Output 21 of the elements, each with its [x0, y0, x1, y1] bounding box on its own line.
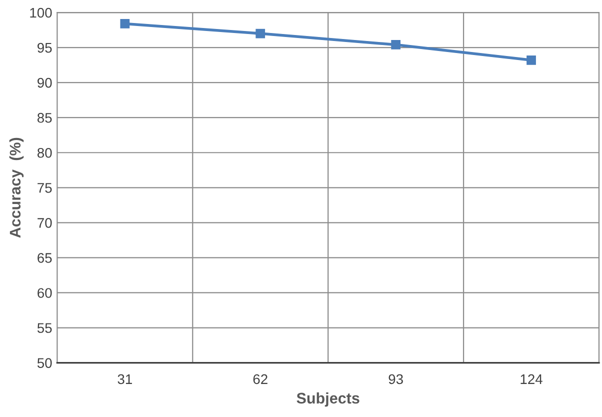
y-tick-label: 90 [38, 78, 52, 88]
y-tick-label: 55 [37, 323, 52, 333]
y-tick-label: 80 [37, 148, 52, 158]
point [120, 19, 130, 28]
y-axis-title: Accuracy (%) [9, 138, 24, 238]
x-tick-label: 124 [520, 374, 542, 384]
point [391, 40, 400, 50]
x-axis-title: Subjects [296, 392, 360, 407]
x-tick-label: 62 [253, 374, 268, 384]
point [256, 28, 266, 38]
y-tick-label: 60 [38, 288, 52, 298]
y-tick-label: 70 [38, 218, 52, 228]
y-tick-label: 100 [30, 8, 52, 18]
y-tick-label: 50 [37, 358, 52, 368]
y-tick-label: 65 [38, 253, 52, 263]
point [526, 55, 536, 65]
y-tick-label: 75 [38, 183, 52, 193]
x-tick-label: 31 [118, 374, 132, 384]
y-tick-label: 95 [38, 42, 52, 53]
x-tick-label: 93 [388, 374, 403, 384]
y-tick-label: 85 [37, 112, 52, 123]
